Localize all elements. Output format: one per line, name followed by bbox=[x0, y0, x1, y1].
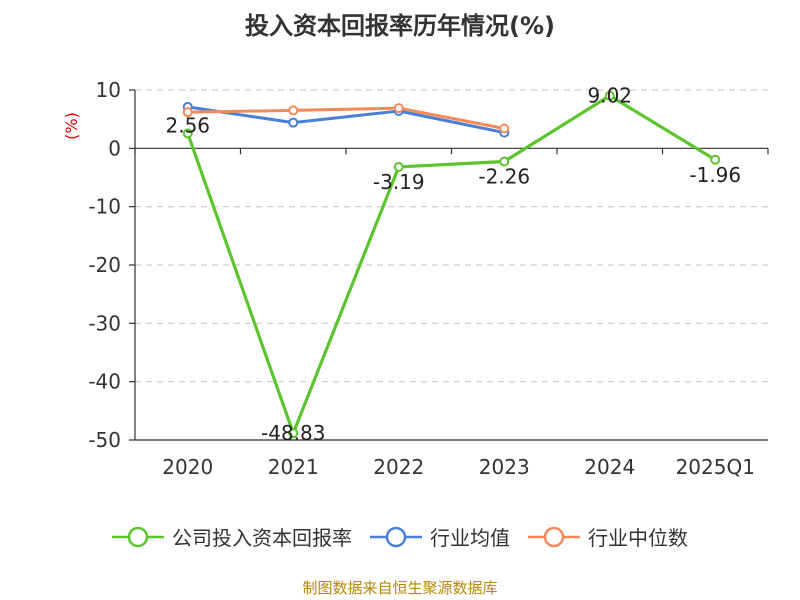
x-tick-label: 2023 bbox=[479, 455, 530, 479]
y-tick-label: -20 bbox=[88, 253, 121, 277]
data-point bbox=[393, 103, 404, 114]
y-tick-label: -30 bbox=[88, 311, 121, 335]
data-point bbox=[288, 105, 299, 116]
chart-title: 投入资本回报率历年情况(%) bbox=[245, 12, 555, 40]
legend-item-industry-median[interactable]: 行业中位数 bbox=[528, 522, 688, 551]
data-point bbox=[182, 128, 193, 139]
data-label: -2.26 bbox=[478, 165, 530, 189]
y-tick-label: 0 bbox=[108, 136, 121, 160]
y-tick-label: 10 bbox=[96, 78, 121, 102]
legend: 公司投入资本回报率 行业均值 行业中位数 bbox=[0, 522, 800, 551]
data-point bbox=[393, 161, 404, 172]
legend-item-industry-mean[interactable]: 行业均值 bbox=[370, 522, 510, 551]
y-tick-label: -10 bbox=[88, 195, 121, 219]
x-tick-label: 2025Q1 bbox=[676, 455, 755, 479]
data-point bbox=[710, 154, 721, 165]
x-tick-label: 2020 bbox=[162, 455, 213, 479]
data-label: 2.56 bbox=[165, 113, 210, 137]
data-point bbox=[288, 428, 299, 439]
source-note: 制图数据来自恒生聚源数据库 bbox=[302, 579, 498, 597]
y-axis-label: (%) bbox=[62, 112, 81, 140]
data-label: -48.83 bbox=[261, 421, 325, 445]
legend-line-marker-icon bbox=[528, 526, 580, 547]
x-tick-label: 2022 bbox=[373, 455, 424, 479]
legend-label-industry-median: 行业中位数 bbox=[588, 526, 688, 550]
x-tick-label: 2021 bbox=[268, 455, 319, 479]
series-line bbox=[187, 105, 505, 135]
data-point bbox=[499, 156, 510, 167]
data-point bbox=[604, 90, 615, 101]
legend-label-company: 公司投入资本回报率 bbox=[172, 526, 352, 550]
x-tick-label: 2024 bbox=[584, 455, 635, 479]
series-line bbox=[186, 94, 717, 435]
y-tick-label: -40 bbox=[88, 370, 121, 394]
y-tick-label: -50 bbox=[88, 428, 121, 452]
data-label: -3.19 bbox=[373, 170, 425, 194]
data-point bbox=[499, 123, 510, 134]
legend-line-marker-icon bbox=[112, 526, 164, 547]
data-point bbox=[182, 107, 193, 118]
legend-label-industry-mean: 行业均值 bbox=[430, 526, 510, 550]
data-label: -1.96 bbox=[689, 163, 741, 187]
legend-item-company[interactable]: 公司投入资本回报率 bbox=[112, 522, 352, 551]
legend-line-marker-icon bbox=[370, 526, 422, 547]
data-label: 9.02 bbox=[587, 84, 632, 108]
series-line bbox=[187, 106, 505, 130]
data-point bbox=[288, 117, 299, 128]
